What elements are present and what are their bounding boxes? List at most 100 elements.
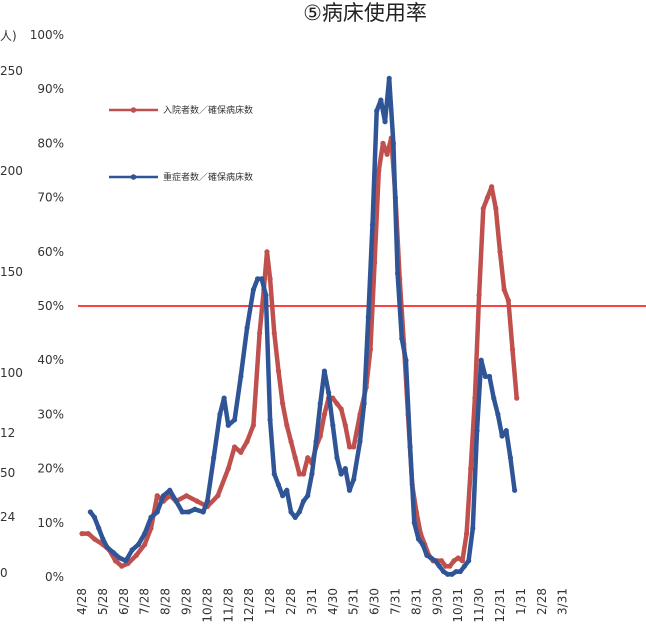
y-axis: 0% 10% 20% 30% 40% 50% 60% 70% 80% 90% 100% [30,28,64,584]
data-point [445,571,451,577]
data-point [267,276,273,282]
data-point [160,493,167,499]
data-point [280,400,286,407]
data-point [275,482,282,488]
data-point [211,455,217,461]
data-point [507,455,514,461]
left-axis-fragment: 12 [0,426,15,440]
data-point [292,455,298,461]
data-point [495,411,501,417]
data-point [133,552,139,558]
data-point [440,568,447,575]
data-point [288,509,294,515]
left-axis-fragment: 人) [0,29,17,43]
x-tick-label: 10/31 [451,588,465,623]
data-point [309,471,315,477]
data-point [463,531,470,537]
data-point [403,357,409,363]
data-point [267,417,273,423]
data-point [259,276,265,282]
data-point [470,525,476,531]
data-point [154,509,160,515]
data-point [173,498,179,504]
data-point [123,558,129,564]
x-tick-label: 3/31 [556,588,570,615]
series-group [79,75,520,577]
data-point [117,555,123,561]
data-point [238,373,244,380]
data-point [231,417,238,423]
data-point [185,509,192,515]
data-point [275,368,282,374]
data-point [351,476,357,483]
x-tick-label: 1/28 [263,588,277,615]
data-point [194,498,200,504]
y-tick-label: 90% [37,82,64,96]
series-1 [79,135,520,569]
data-point [455,555,461,561]
series-line [79,135,519,569]
data-point [104,544,110,550]
x-tick-label: 6/28 [117,588,131,615]
data-point [217,411,223,417]
data-point [338,406,344,412]
data-point [428,555,434,561]
data-point [499,433,505,439]
x-tick-label: 7/28 [138,588,152,615]
data-point [96,525,102,531]
data-point [447,563,453,569]
data-point [378,97,384,103]
x-tick-label: 10/28 [200,588,214,623]
data-point [432,558,438,564]
data-point [503,428,509,434]
data-point [493,205,499,212]
x-tick-label: 8/28 [159,588,173,615]
x-tick-label: 6/30 [368,588,382,615]
y-tick-label: 10% [37,516,64,530]
data-point [386,75,392,81]
data-point [167,487,173,493]
data-point [288,438,294,445]
x-tick-label: 11/28 [221,588,235,623]
data-point [91,536,98,542]
x-tick-label: 7/31 [389,588,403,615]
data-point [300,498,307,504]
left-axis-fragments: 0 24 50 12 100 150 200 250 人) [0,29,23,580]
data-point [512,487,518,493]
data-point [424,552,430,558]
x-tick-label: 2/28 [284,588,298,615]
data-point [225,466,231,472]
data-point [183,493,190,499]
y-tick-label: 40% [37,353,64,367]
data-point [509,346,516,352]
data-point [342,466,348,472]
data-point [338,471,344,477]
data-point [305,455,311,461]
data-point [438,558,445,564]
data-point [112,558,119,564]
x-tick-label: 9/28 [180,588,194,615]
left-axis-fragment: 0 [0,566,8,580]
data-point [361,400,367,407]
data-point [489,184,495,190]
data-point [346,444,353,450]
data-point [491,395,497,401]
data-point [321,368,328,374]
data-point [374,108,380,114]
y-tick-label: 0% [45,570,64,584]
data-point [85,531,91,537]
x-tick-label: 5/28 [96,588,110,615]
data-point [257,330,263,336]
y-tick-label: 80% [37,136,64,150]
y-tick-label: 50% [37,299,64,313]
x-tick-label: 1/31 [514,588,528,615]
legend-label: 入院者数／確保病床数 [163,104,253,116]
data-point [200,509,206,515]
data-point [154,493,160,499]
data-point [254,276,261,282]
data-point [100,536,106,542]
data-point [271,330,277,336]
data-point [142,531,148,537]
data-point [472,395,478,401]
